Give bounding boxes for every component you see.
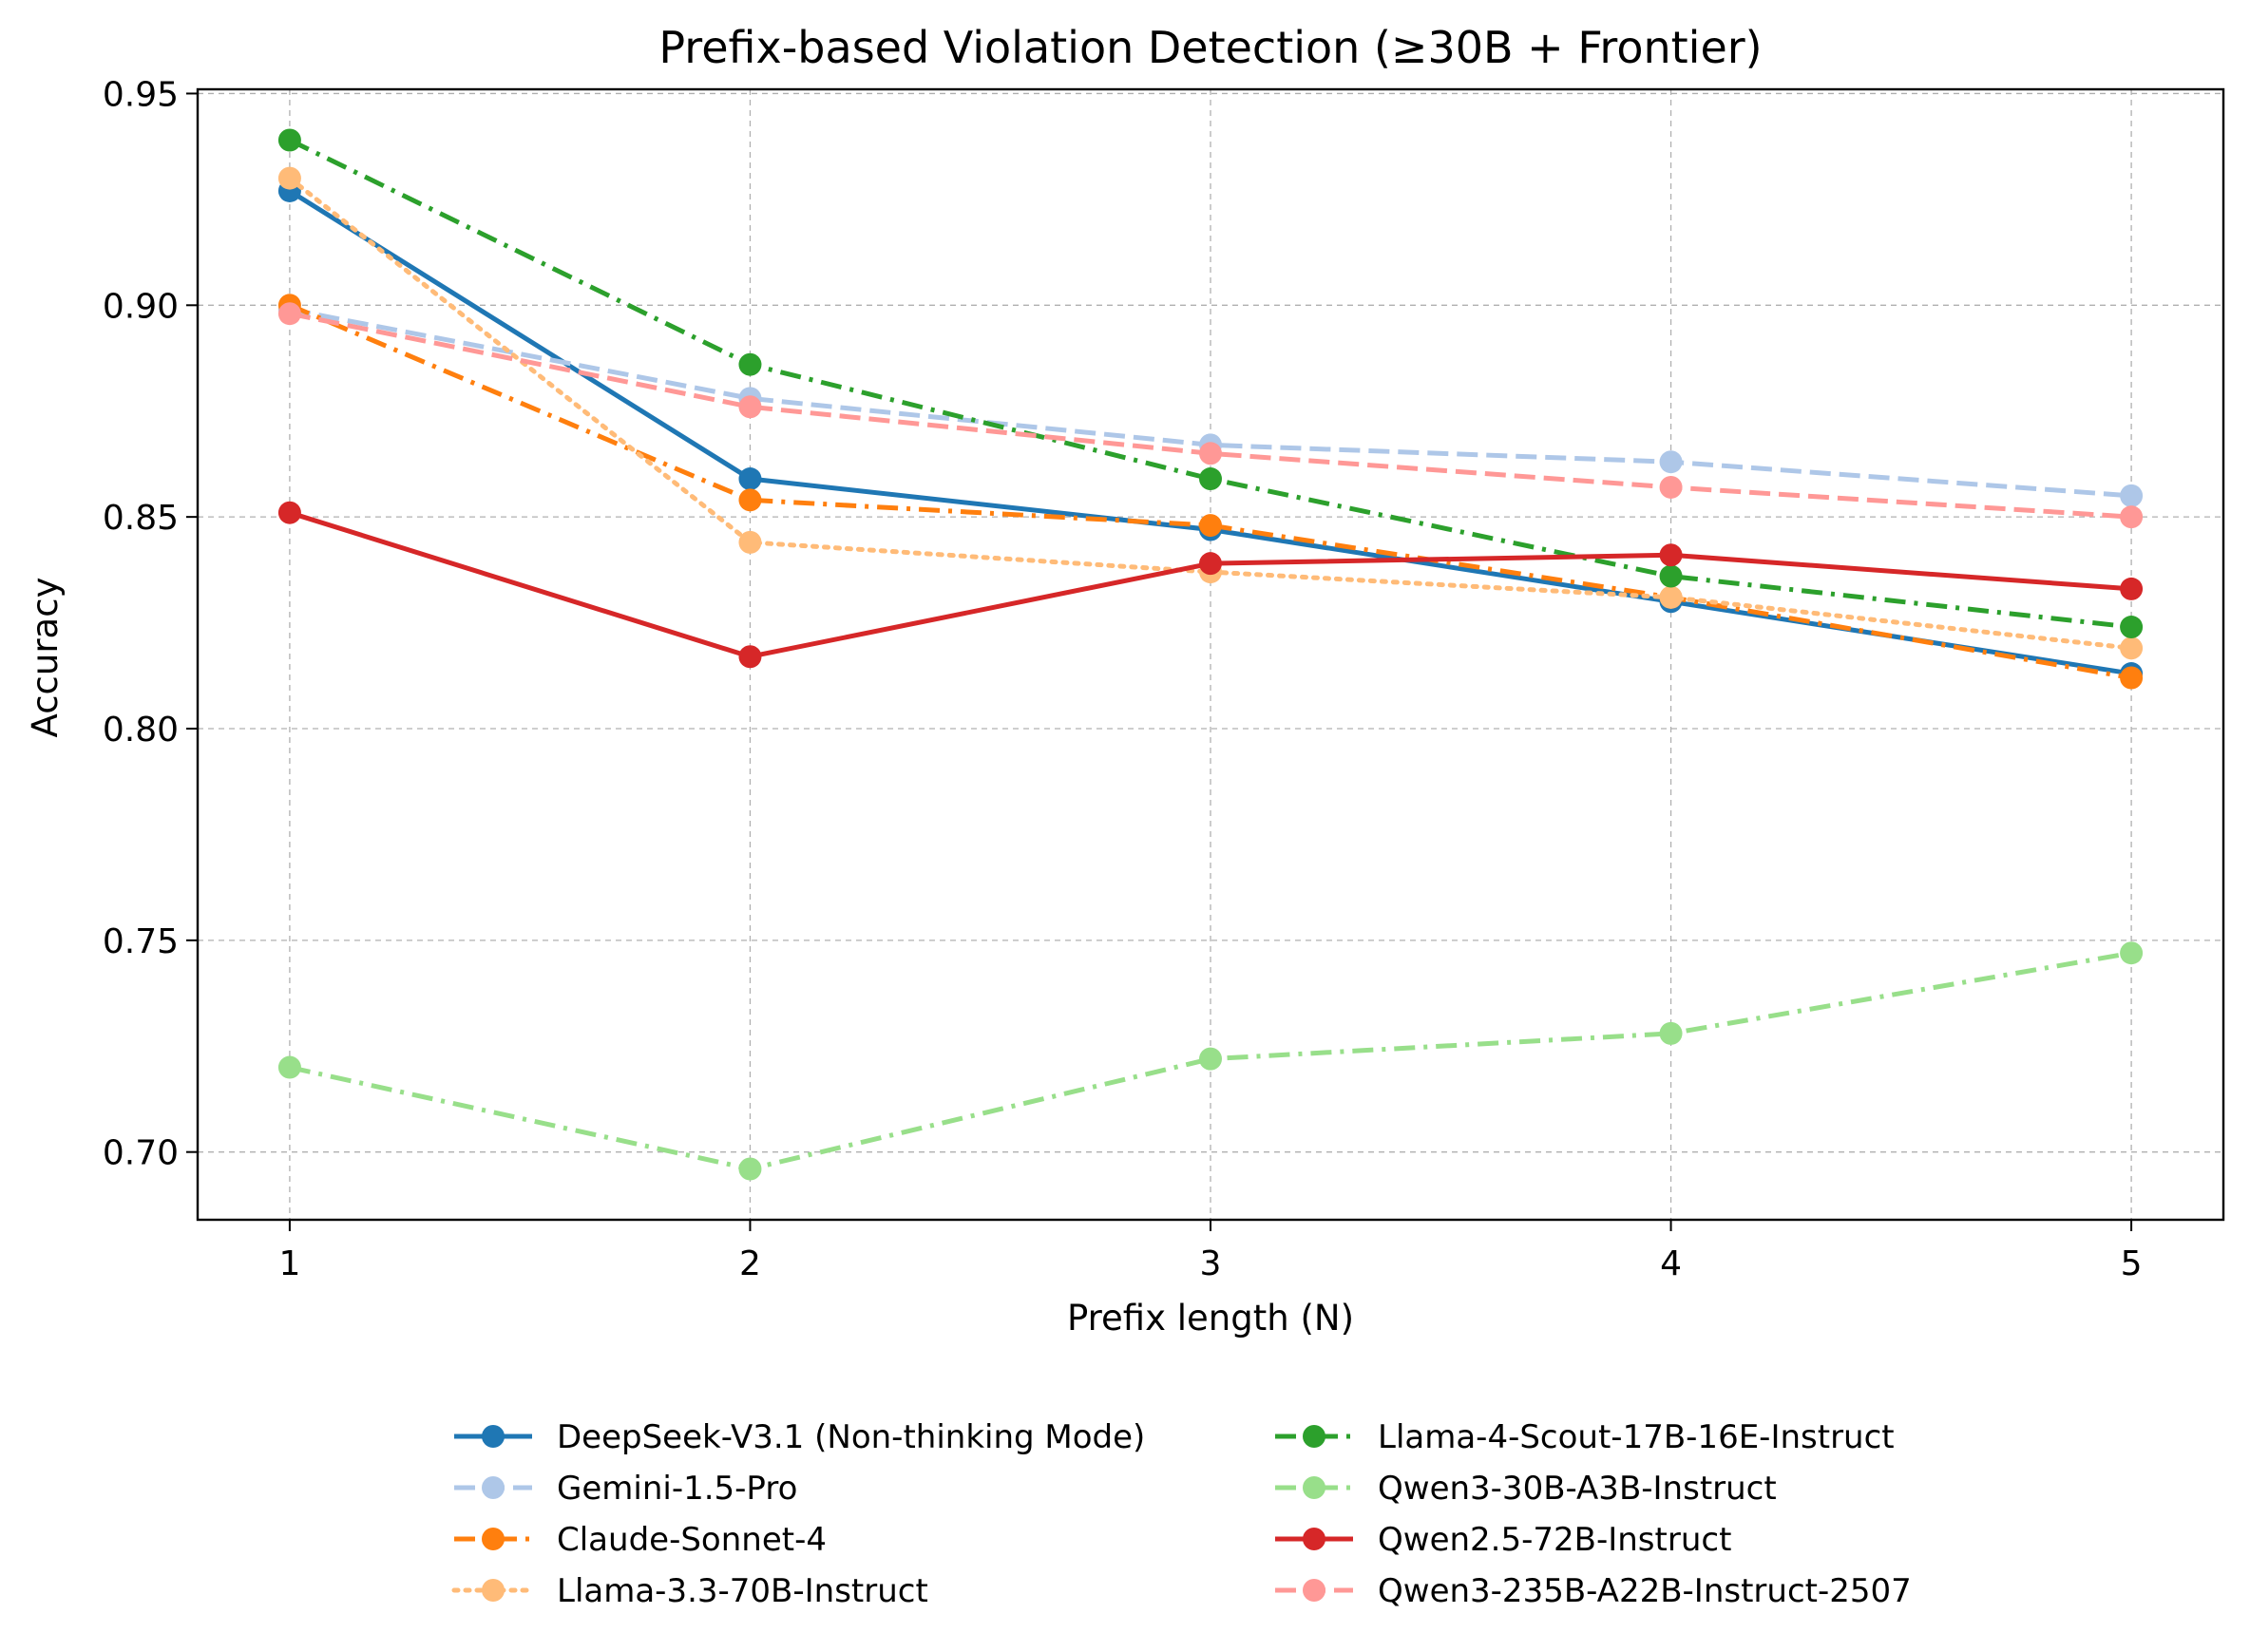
y-tick-label: 0.95 xyxy=(103,75,179,114)
legend-marker xyxy=(1303,1476,1325,1499)
series-0 xyxy=(277,179,2144,686)
legend-marker xyxy=(482,1579,505,1602)
series-line xyxy=(289,950,2132,1172)
data-point xyxy=(2120,636,2144,660)
x-tick-label: 3 xyxy=(1200,1244,1222,1283)
data-point xyxy=(277,501,301,524)
y-tick-label: 0.90 xyxy=(103,287,179,326)
data-point xyxy=(277,1055,301,1079)
axis-ticks: 1 2 3 4 5 0.70 0.75 0.80 0.85 0.90 0.95 xyxy=(103,75,2143,1283)
legend-marker xyxy=(482,1476,505,1499)
y-axis-label: Accuracy xyxy=(25,578,66,738)
data-point xyxy=(2120,505,2144,529)
legend-entry: Claude-Sonnet-4 xyxy=(454,1521,827,1559)
legend-marker xyxy=(1303,1528,1325,1550)
legend-marker xyxy=(482,1425,505,1448)
data-point xyxy=(738,645,762,669)
legend-entry: Qwen3-235B-A22B-Instruct-2507 xyxy=(1275,1572,1912,1610)
legend-entry: Llama-3.3-70B-Instruct xyxy=(451,1572,928,1610)
data-point xyxy=(1199,1047,1222,1071)
data-point xyxy=(2120,484,2144,507)
x-tick-label: 5 xyxy=(2121,1244,2143,1283)
legend-entry: Qwen3-30B-A3B-Instruct xyxy=(1275,1470,1777,1508)
data-point xyxy=(738,1157,762,1181)
data-point xyxy=(738,530,762,554)
data-point xyxy=(2120,616,2144,639)
legend-label: Llama-3.3-70B-Instruct xyxy=(557,1572,928,1610)
legend-marker xyxy=(1303,1425,1325,1448)
series-6 xyxy=(277,501,2144,669)
data-point xyxy=(2120,577,2144,600)
legend-entry: DeepSeek-V3.1 (Non-thinking Mode) xyxy=(454,1418,1145,1456)
legend-label: Llama-4-Scout-17B-16E-Instruct xyxy=(1378,1418,1895,1456)
data-point xyxy=(277,302,301,326)
legend-marker xyxy=(482,1528,505,1550)
data-point xyxy=(1199,514,1222,538)
legend: DeepSeek-V3.1 (Non-thinking Mode) Gemini-… xyxy=(451,1418,1912,1610)
legend-label: Qwen2.5-72B-Instruct xyxy=(1378,1521,1731,1559)
data-point xyxy=(738,352,762,376)
data-point xyxy=(1199,442,1222,465)
data-point xyxy=(738,395,762,419)
data-point xyxy=(277,128,301,152)
y-tick-label: 0.80 xyxy=(103,711,179,750)
data-series xyxy=(277,128,2144,1181)
series-7 xyxy=(277,302,2144,529)
series-4 xyxy=(277,128,2144,639)
legend-entry: Gemini-1.5-Pro xyxy=(454,1470,797,1508)
data-point xyxy=(738,488,762,512)
y-tick-label: 0.85 xyxy=(103,499,179,538)
x-axis-label: Prefix length (N) xyxy=(1067,1298,1354,1339)
x-tick-label: 4 xyxy=(1660,1244,1682,1283)
legend-label: Qwen3-30B-A3B-Instruct xyxy=(1378,1470,1777,1508)
legend-entry: Llama-4-Scout-17B-16E-Instruct xyxy=(1275,1418,1895,1456)
data-point xyxy=(1659,475,1683,499)
data-point xyxy=(2120,666,2144,690)
data-point xyxy=(1659,585,1683,609)
data-point xyxy=(1659,543,1683,567)
data-point xyxy=(1199,467,1222,491)
data-point xyxy=(2120,941,2144,965)
x-tick-label: 1 xyxy=(278,1244,300,1283)
legend-marker xyxy=(1303,1579,1325,1602)
y-tick-label: 0.75 xyxy=(103,922,179,961)
data-point xyxy=(1659,1021,1683,1045)
data-point xyxy=(1199,552,1222,576)
data-point xyxy=(1659,564,1683,588)
data-point xyxy=(277,166,301,190)
legend-label: Gemini-1.5-Pro xyxy=(557,1470,797,1508)
y-tick-label: 0.70 xyxy=(103,1134,179,1173)
legend-label: DeepSeek-V3.1 (Non-thinking Mode) xyxy=(557,1418,1145,1456)
x-tick-label: 2 xyxy=(739,1244,761,1283)
data-point xyxy=(738,467,762,491)
data-point xyxy=(1659,450,1683,474)
chart-title: Prefix-based Violation Detection (≥30B +… xyxy=(658,22,1762,73)
legend-label: Claude-Sonnet-4 xyxy=(557,1521,827,1559)
legend-label: Qwen3-235B-A22B-Instruct-2507 xyxy=(1378,1572,1912,1610)
series-line xyxy=(288,138,2132,630)
series-5 xyxy=(277,941,2144,1181)
legend-entry: Qwen2.5-72B-Instruct xyxy=(1275,1521,1731,1559)
